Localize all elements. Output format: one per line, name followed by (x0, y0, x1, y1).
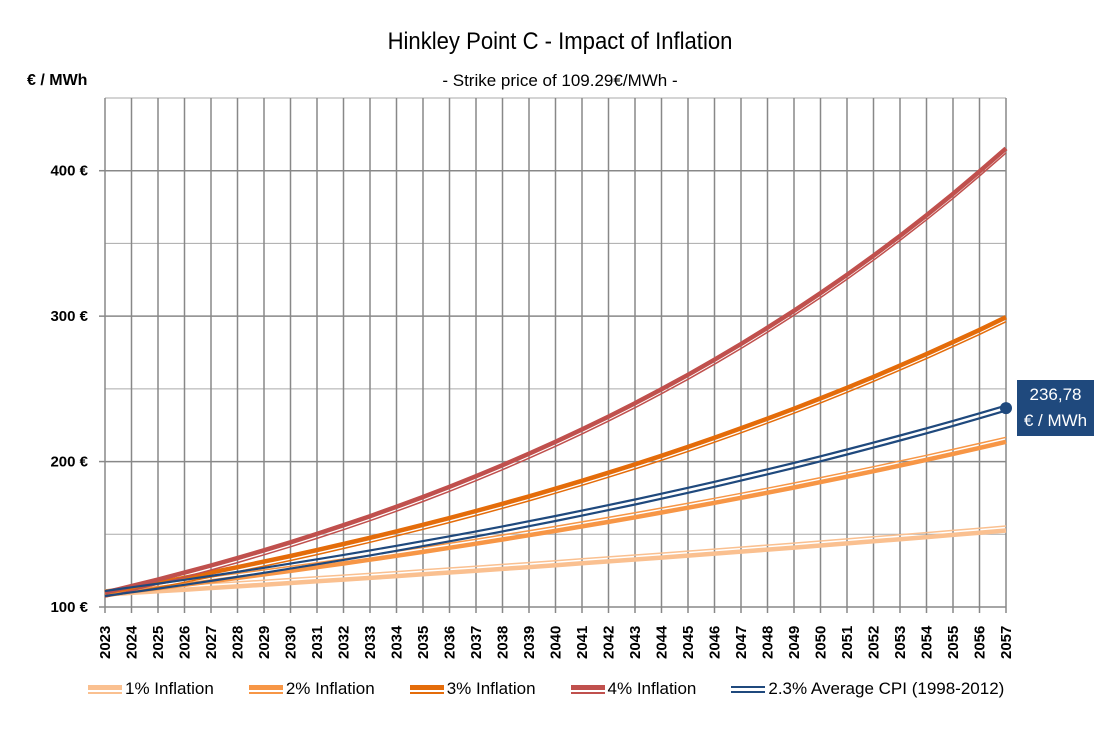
x-tick-label: 2027 (203, 626, 220, 659)
x-axis: 2023 2024 2025 2026 2027 2028 2029 2030 2031 2032… (97, 625, 1015, 659)
x-tick-label: 2055 (945, 626, 962, 659)
legend-item: 4% Inflation (570, 679, 697, 699)
series-3-inflation (104, 315, 1007, 598)
x-tick-label: 2053 (892, 626, 909, 659)
series-line (104, 439, 1007, 597)
x-tick-label: 2033 (362, 626, 379, 659)
x-tick-label: 2040 (548, 626, 565, 659)
x-tick-label: 2039 (521, 626, 538, 659)
y-tick-label: 100 € (50, 599, 88, 616)
series-line (104, 528, 1007, 597)
x-tick-label: 2032 (336, 626, 353, 659)
legend-swatch (570, 684, 605, 694)
legend-item: 2% Inflation (248, 679, 375, 699)
chart-subtitle: - Strike price of 109.29€/MWh - (442, 71, 678, 90)
legend-swatch (248, 684, 283, 694)
x-tick-label: 2051 (839, 626, 856, 659)
x-tick-label: 2036 (442, 626, 459, 659)
legend-label: 4% Inflation (607, 679, 697, 698)
series-lines (104, 146, 1008, 598)
x-tick-label: 2029 (256, 626, 273, 659)
series-line (104, 404, 1007, 593)
x-tick-label: 2024 (124, 625, 141, 659)
legend-swatch (88, 684, 122, 694)
x-tick-label: 2050 (813, 626, 830, 659)
x-tick-label: 2044 (654, 625, 671, 659)
y-tick-label: 400 € (50, 163, 88, 180)
x-tick-label: 2047 (733, 626, 750, 659)
series-line (104, 152, 1007, 598)
legend-label: 3% Inflation (446, 679, 536, 698)
annotation-dot (1000, 402, 1012, 415)
x-tick-label: 2054 (919, 625, 936, 659)
series-2-inflation (104, 436, 1007, 597)
series-line (104, 525, 1007, 591)
x-tick-label: 2046 (707, 626, 724, 659)
series-line (104, 436, 1007, 591)
legend-label: 2.3% Average CPI (1998-2012) (768, 679, 1005, 698)
x-tick-label: 2038 (495, 626, 512, 659)
x-tick-label: 2028 (230, 626, 247, 659)
series-line (104, 321, 1007, 598)
series-line (104, 315, 1007, 595)
series-line (104, 146, 1008, 595)
x-tick-label: 2045 (680, 626, 697, 659)
annotation-callout: 236,78 € / MWh (1017, 380, 1094, 436)
grid (104, 97, 1007, 613)
y-axis: 100 € 200 € 300 € 400 € (50, 163, 105, 616)
x-tick-label: 2042 (601, 626, 618, 659)
x-tick-label: 2030 (283, 626, 300, 659)
x-tick-label: 2031 (309, 626, 326, 659)
x-tick-label: 2025 (150, 626, 167, 659)
x-tick-label: 2057 (998, 626, 1015, 659)
x-tick-label: 2056 (972, 626, 989, 659)
chart-title: Hinkley Point C - Impact of Inflation (387, 28, 733, 55)
x-tick-label: 2048 (760, 626, 777, 659)
annotation-marker (1000, 402, 1012, 415)
legend-item: 2.3% Average CPI (1998-2012) (731, 679, 1004, 699)
legend-swatch (731, 685, 766, 694)
x-tick-label: 2023 (97, 626, 114, 659)
y-tick-label: 200 € (50, 454, 88, 471)
x-tick-label: 2037 (468, 626, 485, 659)
legend: 1% Inflation 2% Inflation 3% Inflation 4% I… (88, 679, 1039, 699)
series-1-inflation (104, 525, 1007, 597)
x-tick-label: 2034 (389, 625, 406, 659)
legend-item: 1% Inflation (88, 679, 214, 699)
annotation-value: 236,78 (1029, 385, 1082, 404)
legend-label: 2% Inflation (285, 679, 375, 698)
x-tick-label: 2043 (627, 626, 644, 659)
legend-swatch (409, 684, 444, 694)
series-2-3-average-cpi-1998-2012- (104, 404, 1007, 598)
x-tick-label: 2041 (574, 626, 591, 659)
legend-item: 3% Inflation (409, 679, 536, 699)
series-4-inflation (104, 146, 1008, 598)
y-tick-label: 300 € (50, 308, 88, 325)
x-tick-label: 2026 (177, 626, 194, 659)
x-tick-label: 2052 (866, 626, 883, 659)
annotation-unit: € / MWh (1023, 411, 1088, 430)
x-tick-label: 2035 (415, 626, 432, 659)
x-tick-label: 2049 (786, 626, 803, 659)
series-line (104, 409, 1007, 598)
y-axis-label: € / MWh (27, 72, 88, 89)
legend-label: 1% Inflation (125, 679, 214, 698)
